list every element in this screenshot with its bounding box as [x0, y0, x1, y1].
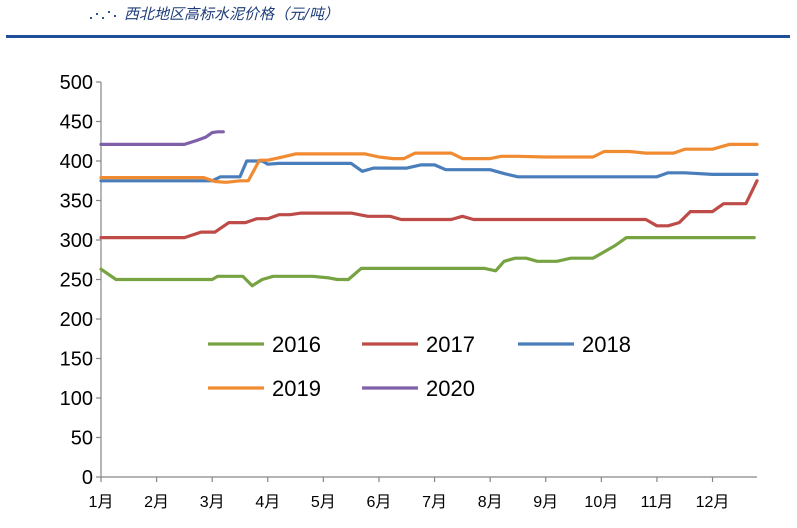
- y-tick-label: 50: [71, 428, 93, 450]
- x-tick-label: 1月: [89, 494, 114, 511]
- y-tick-label: 200: [60, 309, 93, 331]
- y-tick-label: 150: [60, 349, 93, 371]
- x-tick-label: 3月: [200, 494, 225, 511]
- x-tick-label: 7月: [422, 494, 447, 511]
- legend-label-2018: 2018: [582, 332, 631, 357]
- y-tick-label: 100: [60, 388, 93, 410]
- y-tick-label: 300: [60, 230, 93, 252]
- series-line-2019: [99, 142, 759, 184]
- legend-label-2020: 2020: [426, 376, 475, 401]
- x-tick-label: 12月: [696, 494, 730, 511]
- x-tick-label: 4月: [255, 494, 280, 511]
- y-tick-label: 250: [60, 270, 93, 292]
- series-line-2020: [99, 130, 225, 146]
- series-line-2017: [99, 179, 759, 240]
- legend-label-2017: 2017: [426, 332, 475, 357]
- x-tick-label: 11月: [641, 494, 674, 511]
- series-line-2016: [99, 236, 756, 288]
- legend-label-2019: 2019: [272, 376, 321, 401]
- y-tick-label: 500: [60, 72, 93, 94]
- title-decoration: [88, 7, 118, 23]
- series-lines: [99, 130, 759, 288]
- y-tick-label: 450: [60, 112, 93, 134]
- x-tick-label: 5月: [311, 494, 336, 511]
- legend-label-2016: 2016: [272, 332, 321, 357]
- title-underline: [6, 35, 790, 38]
- chart-axes: 0 50 100 150 200 250 300 350 400 450 500 1月 2月 3月 4月 5月…: [60, 72, 757, 511]
- y-tick-label: 400: [60, 151, 93, 173]
- x-tick-label: 6月: [367, 494, 392, 511]
- series-line-2018: [99, 159, 759, 183]
- y-tick-label: 0: [82, 467, 93, 489]
- chart-title: 西北地区高标水泥价格（元/吨）: [124, 5, 340, 23]
- y-tick-label: 350: [60, 191, 93, 213]
- x-tick-label: 10月: [584, 494, 618, 511]
- x-tick-label: 8月: [478, 494, 503, 511]
- chart-legend: 2016 2017 2018 2019 2020: [208, 332, 631, 401]
- x-tick-label: 9月: [533, 494, 558, 511]
- x-tick-label: 2月: [144, 494, 169, 511]
